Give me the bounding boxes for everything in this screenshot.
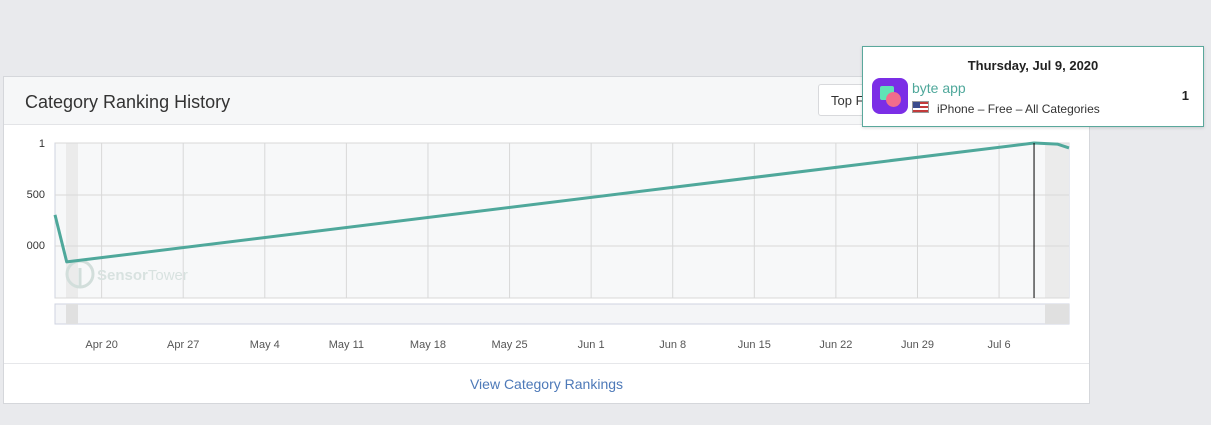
x-tick-label: Jun 22	[819, 339, 852, 351]
byte-app-icon	[872, 78, 908, 114]
x-tick-label: Jul 6	[987, 339, 1010, 351]
x-tick-label: May 25	[492, 339, 528, 351]
chart-tooltip: Thursday, Jul 9, 2020 byte app iPhone – …	[862, 46, 1204, 127]
navigator-handle-right	[1045, 304, 1069, 324]
tooltip-rank: 1	[1181, 88, 1189, 103]
view-category-rankings-link[interactable]: View Category Rankings	[469, 376, 624, 392]
x-tick-label: May 11	[329, 339, 364, 351]
x-tick-label: Jun 29	[901, 339, 934, 351]
us-flag-icon	[912, 101, 929, 113]
tooltip-subtitle: iPhone – Free – All Categories	[937, 102, 1100, 116]
shaded-range-right	[1045, 143, 1069, 298]
y-tick-label: 500	[27, 189, 45, 201]
tooltip-app-name[interactable]: byte app	[912, 80, 966, 96]
y-tick-label: 000	[27, 240, 45, 252]
y-tick-label: 1	[39, 138, 45, 150]
card-title: Category Ranking History	[25, 92, 231, 112]
x-tick-label: May 4	[250, 339, 280, 351]
range-navigator	[54, 303, 1070, 325]
plot-area	[54, 142, 1070, 299]
category-ranking-card: Category Ranking History Top F Apr 20 Apr…	[3, 76, 1090, 404]
x-tick-label: Jun 8	[659, 339, 686, 351]
tooltip-date: Thursday, Jul 9, 2020	[967, 58, 1099, 73]
x-tick-label: Apr 20	[85, 339, 117, 351]
navigator-handle-left	[66, 304, 78, 324]
shaded-range-left	[66, 143, 78, 298]
x-tick-label: Jun 1	[578, 339, 605, 351]
ranking-chart[interactable]: Apr 20 Apr 27 May 4 May 11 May 18 May 25 Jun 1…	[4, 77, 1091, 363]
footer-divider	[4, 363, 1089, 364]
x-tick-label: Apr 27	[167, 339, 199, 351]
watermark-text: SensorTower	[97, 267, 188, 284]
x-tick-label: Jun 15	[738, 339, 771, 351]
x-tick-label: May 18	[410, 339, 446, 351]
